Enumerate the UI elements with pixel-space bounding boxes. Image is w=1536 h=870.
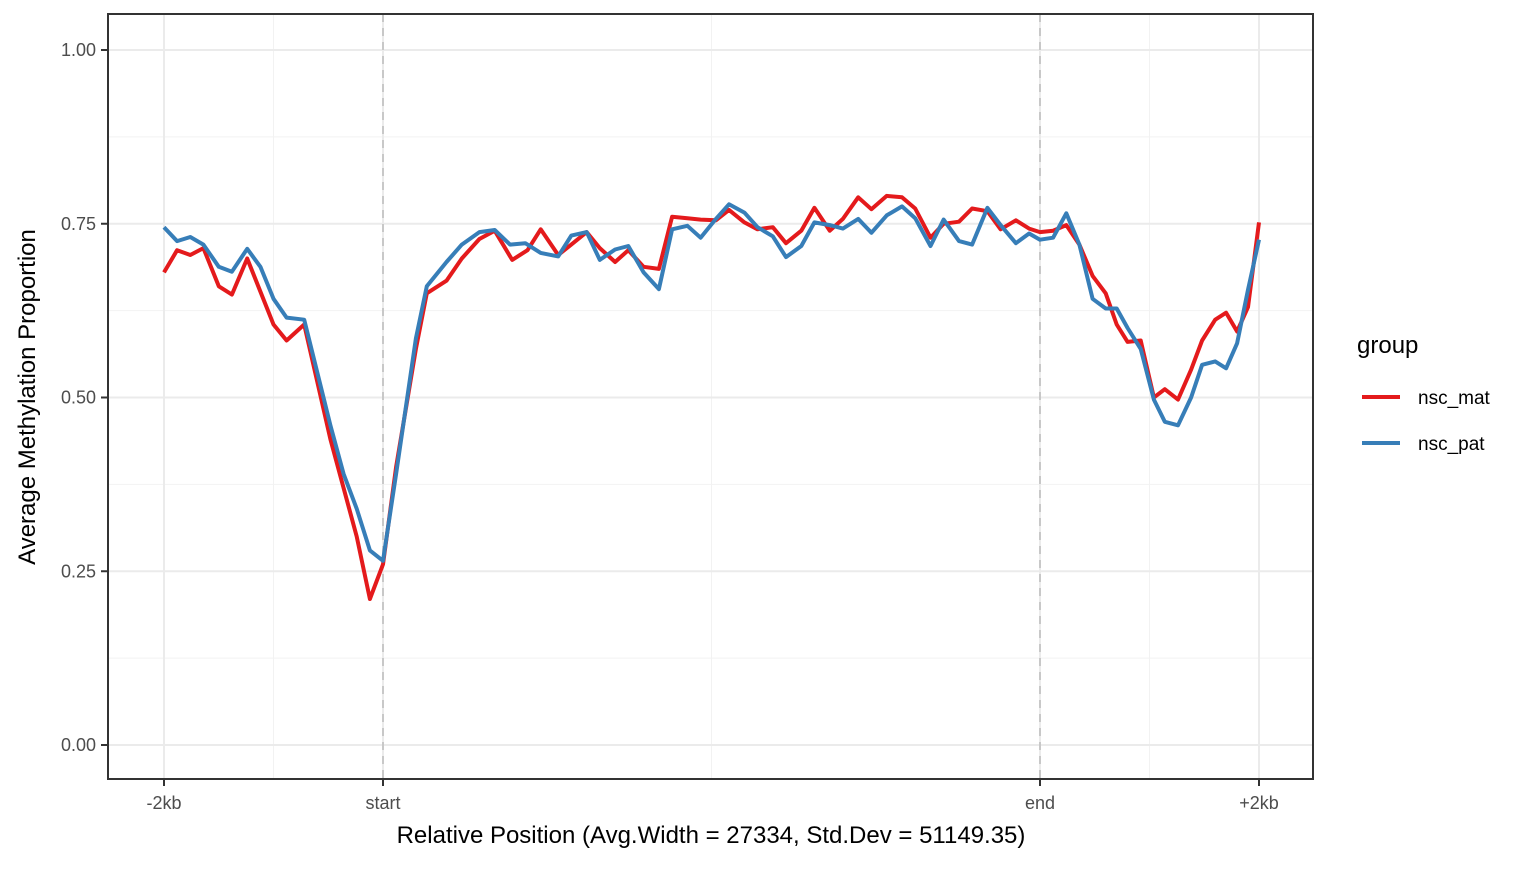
y-axis-ticks: 0.00 0.25 0.50 0.75 1.00 — [61, 40, 108, 755]
series-layer — [162, 193, 1261, 601]
y-tick-label: 0.75 — [61, 214, 96, 234]
series-line-nsc_pat — [162, 202, 1261, 563]
x-tick-label: -2kb — [146, 793, 181, 813]
y-tick-label: 1.00 — [61, 40, 96, 60]
legend-label-nsc_pat: nsc_pat — [1418, 434, 1485, 455]
reference-lines — [382, 14, 1041, 779]
y-tick-label: 0.00 — [61, 735, 96, 755]
x-tick-label: end — [1025, 793, 1055, 813]
legend-items: nsc_mat nsc_pat — [1362, 388, 1491, 455]
x-axis-title: Relative Position (Avg.Width = 27334, St… — [397, 822, 1026, 849]
y-axis-title: Average Methylation Proportion — [14, 229, 41, 565]
x-tick-label: start — [365, 793, 400, 813]
y-tick-label: 0.25 — [61, 561, 96, 581]
legend-title: group — [1357, 332, 1418, 359]
legend-label-nsc_mat: nsc_mat — [1418, 388, 1491, 409]
x-tick-label: +2kb — [1239, 793, 1279, 813]
y-tick-label: 0.50 — [61, 388, 96, 408]
legend: group nsc_mat nsc_pat — [1357, 332, 1491, 455]
x-axis-ticks: -2kb start end +2kb — [146, 779, 1279, 813]
